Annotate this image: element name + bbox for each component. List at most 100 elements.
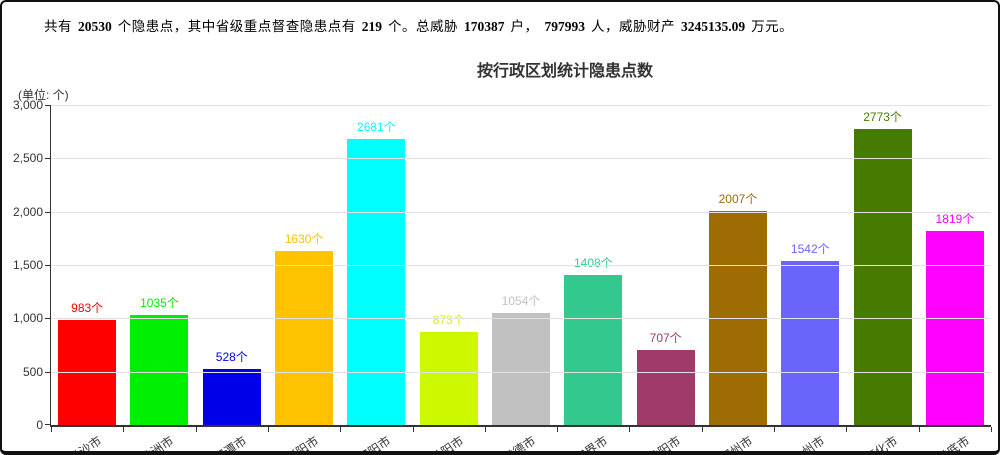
x-axis-tick (340, 427, 342, 432)
bar-湘潭市[interactable] (202, 368, 261, 425)
x-axis-label: 张家界市 (563, 433, 611, 455)
x-axis-tick (51, 427, 52, 432)
bar-value-label: 1035个 (140, 295, 179, 310)
x-axis-label: 衡阳市 (283, 433, 322, 455)
y-axis-label: 2,000 (12, 204, 43, 219)
x-axis-tick (557, 427, 559, 432)
summary-number: 797993 (544, 19, 586, 34)
bar-value-label: 1054个 (501, 293, 541, 308)
bar-value-label: 2007个 (718, 191, 758, 206)
summary-number: 219 (361, 19, 382, 34)
x-axis-label: 永州市 (789, 433, 828, 455)
bar-slot: 1054个 常德市 (485, 105, 557, 451)
bar-value-label: 2773个 (863, 110, 902, 125)
y-axis-tick (45, 371, 50, 373)
bar-slot: 2773个 怀化市 (846, 105, 918, 451)
bar-value-label: 983个 (71, 301, 104, 316)
bar-slot: 2007个 郴州市 (702, 105, 774, 451)
x-axis-tick (123, 427, 125, 432)
y-axis-tick (45, 158, 50, 160)
x-axis-label: 长沙市 (66, 433, 105, 455)
bar-slot: 873个 岳阳市 (413, 105, 485, 451)
bar-衡阳市[interactable] (275, 251, 334, 425)
y-axis-tick (45, 265, 50, 266)
bar-slot: 1035个 株洲市 (123, 105, 195, 451)
gridline (51, 211, 991, 213)
y-axis-tick (45, 318, 50, 320)
bar-value-label: 528个 (215, 349, 248, 364)
summary-fragment: 个。总威胁 (388, 19, 458, 34)
bar-value-label: 1542个 (790, 241, 830, 256)
summary-fragment: 共有 (44, 19, 72, 34)
y-axis-tick (45, 211, 50, 213)
bar-slot: 1630个 衡阳市 (268, 105, 340, 451)
bar-怀化市[interactable] (853, 129, 912, 425)
y-axis-label: 500 (22, 364, 43, 379)
gridline (51, 265, 991, 266)
summary-number: 170387 (464, 19, 505, 34)
y-axis-tick (45, 105, 50, 106)
bar-slot: 2681个 邵阳市 (340, 105, 412, 451)
bar-岳阳市[interactable] (419, 331, 478, 425)
x-axis-label: 岳阳市 (428, 433, 466, 455)
bar-益阳市[interactable] (636, 349, 695, 425)
bar-slots: 983个 长沙市 1035个 株洲市 528个 湘潭市 1630个 衡阳市 2681个 邵阳市 87… (51, 105, 991, 451)
gridline (51, 318, 991, 320)
x-axis-label: 湘潭市 (211, 433, 249, 455)
bar-value-label: 707个 (649, 330, 682, 345)
y-axis-label: 0 (36, 418, 43, 432)
unit-label: (单位: 个) (18, 88, 69, 102)
x-axis-tick (991, 427, 992, 432)
bar-邵阳市[interactable] (347, 139, 406, 425)
x-axis-label: 常德市 (500, 433, 539, 455)
x-axis-tick (412, 427, 414, 432)
y-axis-label: 1,500 (12, 258, 43, 272)
summary-fragment: 个隐患点，其中省级重点督查隐患点有 (117, 19, 356, 34)
bar-slot: 1408个 张家界市 (557, 105, 629, 451)
y-axis-tick (45, 424, 50, 425)
summary-fragment: 人，威胁财产 (591, 19, 675, 34)
plot-area: 983个 长沙市 1035个 株洲市 528个 湘潭市 1630个 衡阳市 2681个 邵阳市 87… (13, 98, 992, 451)
x-axis-tick (195, 427, 197, 432)
x-axis-label: 益阳市 (645, 433, 683, 455)
bar-永州市[interactable] (781, 260, 840, 425)
x-axis-label: 怀化市 (862, 433, 900, 455)
y-axis-label: 1,000 (12, 311, 43, 326)
bar-value-label: 1819个 (935, 212, 975, 226)
bar-slot: 707个 益阳市 (630, 105, 702, 451)
bar-郴州市[interactable] (708, 210, 767, 425)
x-axis-tick (629, 427, 631, 432)
x-axis-label: 邵阳市 (356, 433, 394, 455)
x-axis-tick (918, 427, 920, 432)
x-axis-tick (267, 427, 269, 432)
bar-株洲市[interactable] (130, 314, 189, 425)
bar-娄底市[interactable] (925, 231, 984, 425)
bar-value-label: 873个 (432, 312, 465, 327)
bar-slot: 1542个 永州市 (774, 105, 846, 451)
bar-slot: 1819个 娄底市 (919, 105, 991, 451)
gridline (51, 105, 991, 106)
chart-title: 按行政区划统计隐患点数 (476, 63, 653, 80)
x-axis-label: 株洲市 (139, 433, 177, 455)
bar-value-label: 1408个 (573, 255, 613, 270)
x-axis-tick (846, 427, 848, 432)
y-axis-label: 3,000 (12, 98, 43, 112)
summary-text: 共有 20530 个隐患点，其中省级重点督查隐患点有 219 个。总威胁 170387 户，… (44, 15, 978, 35)
bar-slot: 528个 湘潭市 (196, 105, 268, 451)
summary-number: 3245135.09 (681, 19, 746, 34)
bar-张家界市[interactable] (564, 274, 623, 425)
bar-value-label: 2681个 (357, 120, 396, 134)
summary-fragment: 万元。 (751, 19, 794, 34)
bar-常德市[interactable] (492, 312, 551, 425)
x-axis-label: 郴州市 (717, 433, 756, 455)
gridline (51, 158, 991, 160)
x-axis-tick (701, 427, 703, 432)
y-axis-label: 2,500 (12, 151, 43, 166)
gridline (51, 371, 991, 373)
summary-number: 20530 (78, 19, 112, 34)
x-axis-tick (484, 427, 486, 432)
bar-value-label: 1630个 (284, 232, 324, 247)
summary-fragment: 户， (510, 19, 539, 34)
x-axis-label: 娄底市 (934, 433, 973, 455)
